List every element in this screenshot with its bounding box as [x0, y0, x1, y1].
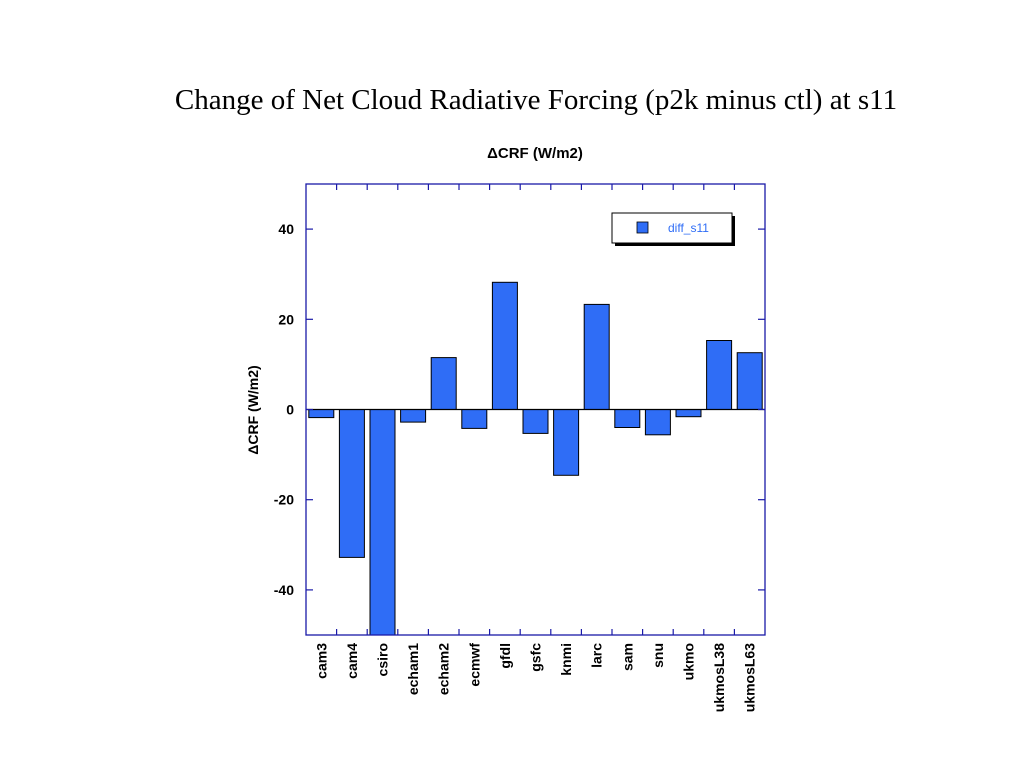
- bar-cam4: [338, 409, 365, 558]
- bar-gsfc: [522, 409, 549, 434]
- x-tick-label-larc: larc: [589, 643, 605, 668]
- bar-ukmo: [675, 409, 702, 418]
- x-tick-label-knmi: knmi: [558, 643, 574, 676]
- x-ticks-group: cam3 cam4 csiro echam1 echam2 ecmwf gfdl gsfc kn…: [313, 184, 758, 712]
- y-tick-label: 0: [286, 402, 294, 418]
- bar-ecmwf: [461, 409, 488, 429]
- y-tick-label: -20: [274, 492, 294, 508]
- bar-snu: [644, 409, 671, 436]
- x-tick-label-echam2: echam2: [436, 643, 452, 695]
- y-tick-label: -40: [274, 582, 294, 598]
- bar-echam1: [400, 409, 427, 423]
- bar-ukmosL38: [706, 340, 733, 410]
- bar-knmi: [553, 409, 580, 476]
- x-tick-label-gsfc: gsfc: [528, 643, 544, 672]
- x-tick-label-cam4: cam4: [344, 643, 360, 679]
- bar-ukmosL63: [736, 352, 763, 411]
- bars-group: [308, 281, 763, 636]
- chart-title: ΔCRF (W/m2): [487, 145, 583, 162]
- x-tick-label-gfdl: gfdl: [497, 643, 513, 669]
- x-tick-label-snu: snu: [650, 643, 666, 668]
- y-tick-label: 40: [278, 221, 294, 237]
- bar-echam2: [430, 357, 457, 411]
- y-ticks-group: 40 20 0 -20 -40: [274, 221, 765, 598]
- y-axis-label: ΔCRF (W/m2): [245, 365, 261, 454]
- x-tick-label-sam: sam: [619, 643, 635, 671]
- bar-gfdl: [491, 281, 518, 410]
- legend-swatch: [636, 221, 649, 234]
- slide-title: Change of Net Cloud Radiative Forcing (p…: [174, 84, 898, 116]
- legend-label: diff_s11: [668, 221, 709, 235]
- bar-sam: [614, 409, 641, 428]
- x-tick-label-ukmosL63: ukmosL63: [742, 643, 758, 712]
- x-tick-label-ukmo: ukmo: [681, 643, 697, 680]
- x-tick-label-ukmosL38: ukmosL38: [711, 643, 727, 712]
- legend-box: [611, 212, 733, 244]
- legend: diff_s11: [611, 212, 735, 246]
- x-tick-label-echam1: echam1: [405, 643, 421, 695]
- bar-larc: [583, 303, 610, 410]
- x-tick-label-cam3: cam3: [313, 643, 329, 679]
- bar-csiro: [369, 409, 396, 636]
- x-tick-label-ecmwf: ecmwf: [466, 643, 482, 687]
- y-tick-label: 20: [278, 311, 294, 327]
- x-tick-label-csiro: csiro: [375, 643, 391, 676]
- bar-cam3: [308, 409, 335, 419]
